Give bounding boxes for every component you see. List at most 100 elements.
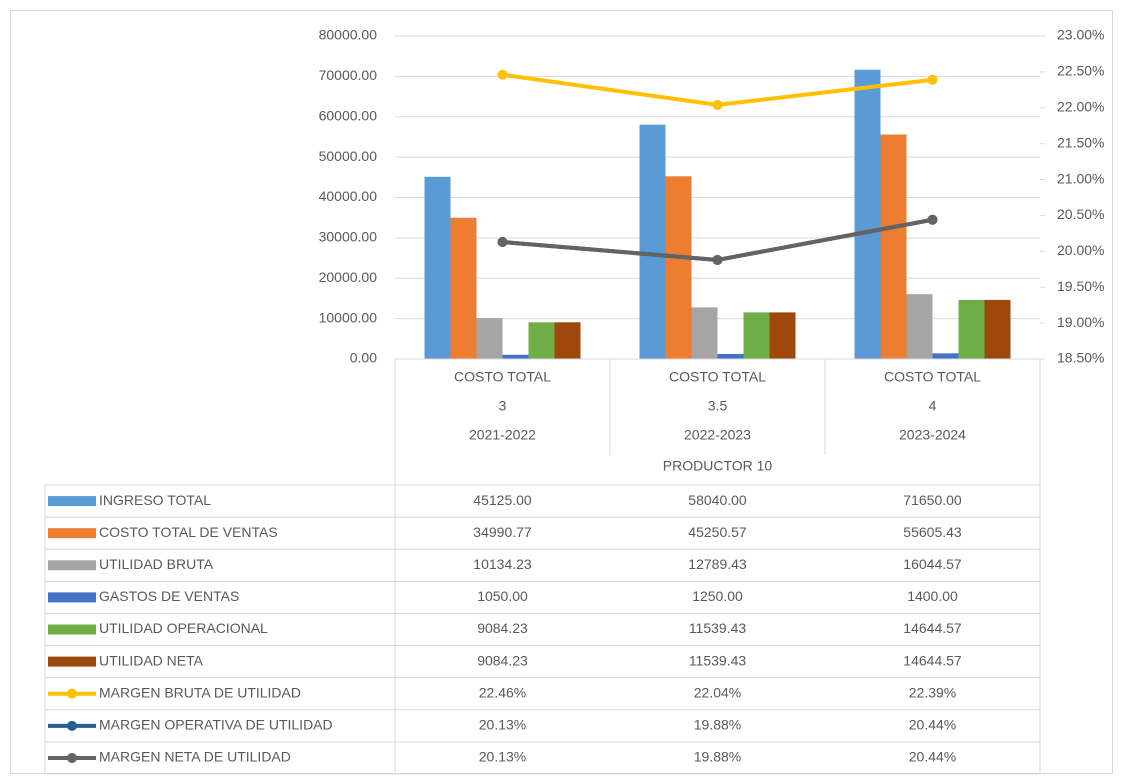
legend-key	[48, 656, 96, 667]
table-cell: 16044.57	[903, 556, 962, 572]
bar	[743, 312, 770, 359]
table-cell: 20.44%	[909, 717, 956, 733]
table-cell: 20.13%	[479, 717, 526, 733]
bar	[880, 134, 907, 359]
y-tick-label: 30000.00	[319, 229, 378, 245]
line-point	[497, 237, 508, 248]
table-cell: 14644.57	[903, 652, 962, 668]
legend-label: COSTO TOTAL DE VENTAS	[99, 524, 278, 540]
bar	[906, 294, 933, 359]
table-cell: 1400.00	[907, 588, 958, 604]
y-tick-label: 0.00	[350, 350, 377, 366]
x-tick-label: 2023-2024	[899, 427, 966, 443]
table-cell: 20.44%	[909, 749, 956, 765]
legend-key	[48, 560, 96, 571]
legend-label: GASTOS DE VENTAS	[99, 588, 239, 604]
legend-label: INGRESO TOTAL	[99, 492, 211, 508]
table-cell: 45250.57	[688, 524, 747, 540]
bar	[691, 307, 718, 359]
legend-key	[48, 592, 96, 603]
bar	[450, 217, 477, 359]
line-point	[927, 214, 938, 225]
y2-tick-label: 22.50%	[1057, 63, 1104, 79]
bar	[854, 69, 881, 359]
legend-key	[48, 624, 96, 635]
legend-label: MARGEN NETA DE UTILIDAD	[99, 749, 291, 765]
y-tick-label: 50000.00	[319, 148, 378, 164]
legend-label: UTILIDAD NETA	[99, 652, 204, 668]
line-point	[712, 99, 723, 110]
y-tick-label: 70000.00	[319, 67, 378, 83]
table-cell: 19.88%	[694, 717, 741, 733]
table-cell: 11539.43	[689, 620, 747, 636]
y-tick-label: 80000.00	[319, 27, 378, 43]
table-cell: 22.46%	[479, 684, 526, 700]
x-tick-label: 4	[929, 398, 937, 414]
bar	[958, 299, 985, 359]
table-cell: 58040.00	[688, 492, 747, 508]
y2-tick-label: 19.00%	[1057, 314, 1104, 330]
bar	[717, 353, 744, 359]
line-point	[712, 254, 723, 265]
table-cell: 12789.43	[688, 556, 747, 572]
table-cell: 20.13%	[479, 749, 526, 765]
line-point	[927, 74, 938, 85]
y2-tick-label: 21.00%	[1057, 170, 1104, 186]
y2-tick-label: 20.00%	[1057, 242, 1104, 258]
table-cell: 9084.23	[477, 652, 528, 668]
x-tick-label: 3	[499, 398, 507, 414]
legend-key	[67, 752, 77, 763]
legend-label: UTILIDAD BRUTA	[99, 556, 214, 572]
bar	[528, 322, 555, 359]
x-tick-label: 3.5	[708, 398, 728, 414]
y-tick-label: 40000.00	[319, 188, 378, 204]
x-tick-label: COSTO TOTAL	[884, 369, 981, 385]
y2-tick-label: 19.50%	[1057, 278, 1104, 294]
legend-key	[67, 720, 77, 731]
table-cell: 19.88%	[694, 749, 741, 765]
chart-frame	[10, 10, 1113, 774]
table-cell: 45125.00	[473, 492, 532, 508]
bar	[424, 176, 451, 359]
y-tick-label: 10000.00	[319, 309, 378, 325]
category-group-label: PRODUCTOR 10	[663, 458, 773, 474]
bar	[476, 318, 503, 359]
y2-tick-label: 21.50%	[1057, 134, 1104, 150]
x-tick-label: COSTO TOTAL	[669, 369, 766, 385]
table-cell: 9084.23	[477, 620, 528, 636]
y2-tick-label: 18.50%	[1057, 350, 1104, 366]
legend-label: MARGEN BRUTA DE UTILIDAD	[99, 684, 301, 700]
y2-tick-label: 20.50%	[1057, 206, 1104, 222]
y2-tick-label: 23.00%	[1057, 27, 1104, 43]
x-tick-label: COSTO TOTAL	[454, 369, 551, 385]
legend-key	[67, 688, 77, 699]
legend-key	[48, 528, 96, 539]
y2-tick-label: 22.00%	[1057, 98, 1104, 114]
table-cell: 14644.57	[903, 620, 962, 636]
y-tick-label: 20000.00	[319, 269, 378, 285]
bar	[554, 322, 581, 359]
table-cell: 22.04%	[694, 684, 741, 700]
legend-key	[48, 496, 96, 507]
legend-label: MARGEN OPERATIVA DE UTILIDAD	[99, 717, 333, 733]
table-cell: 34990.77	[473, 524, 532, 540]
table-cell: 71650.00	[903, 492, 962, 508]
line-point	[497, 69, 508, 80]
legend-label: UTILIDAD OPERACIONAL	[99, 620, 268, 636]
bar	[984, 299, 1011, 359]
bar	[932, 353, 959, 359]
bar	[769, 312, 796, 359]
table-cell: 1050.00	[477, 588, 528, 604]
bar	[502, 354, 529, 359]
table-cell: 22.39%	[909, 684, 956, 700]
table-cell: 11539.43	[689, 652, 747, 668]
x-tick-label: 2021-2022	[469, 427, 536, 443]
bar	[665, 176, 692, 359]
table-cell: 1250.00	[692, 588, 743, 604]
table-cell: 10134.23	[473, 556, 532, 572]
table-cell: 55605.43	[903, 524, 962, 540]
y-tick-label: 60000.00	[319, 107, 378, 123]
x-tick-label: 2022-2023	[684, 427, 751, 443]
bar	[639, 124, 666, 359]
